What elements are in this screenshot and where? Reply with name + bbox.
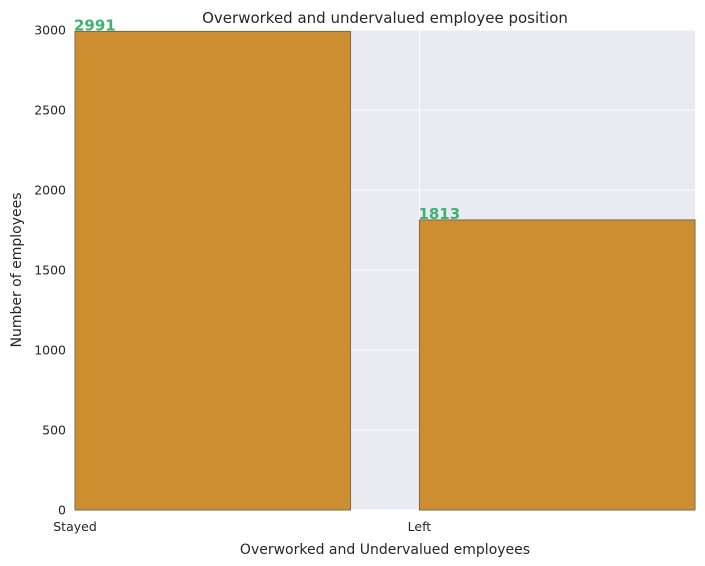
x-tick-label-left: Left xyxy=(408,519,432,534)
chart-title: Overworked and undervalued employee posi… xyxy=(202,9,568,27)
y-tick-label: 3000 xyxy=(34,23,66,38)
y-tick-label: 1500 xyxy=(34,263,66,278)
x-tick-label-stayed: Stayed xyxy=(53,519,97,534)
data-label-left: 1813 xyxy=(418,205,460,223)
data-labels: 2991 1813 xyxy=(74,16,460,222)
y-tick-label: 2500 xyxy=(34,103,66,118)
y-tick-label: 1000 xyxy=(34,343,66,358)
y-tick-label: 0 xyxy=(58,503,66,518)
x-axis-ticks: Stayed Left xyxy=(53,519,431,534)
bar-stayed xyxy=(74,30,352,511)
bars xyxy=(74,30,696,511)
y-axis-ticks: 0 500 1000 1500 2000 2500 3000 xyxy=(34,23,66,518)
bar-left xyxy=(418,219,696,511)
y-tick-label: 500 xyxy=(42,423,66,438)
data-label-stayed: 2991 xyxy=(74,16,116,34)
y-axis-title: Number of employees xyxy=(9,192,25,347)
y-tick-label: 2000 xyxy=(34,183,66,198)
x-axis-title: Overworked and Undervalued employees xyxy=(240,542,530,558)
